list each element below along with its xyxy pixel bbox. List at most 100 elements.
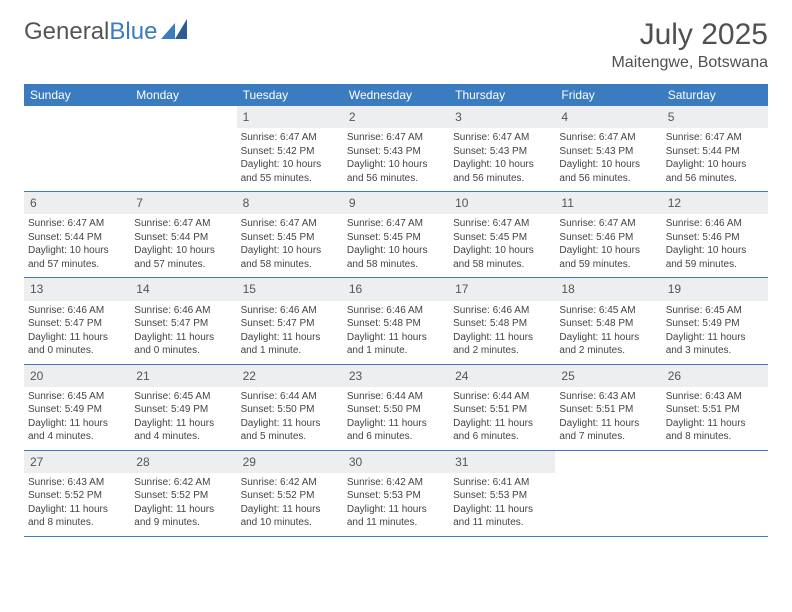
sunrise-line: Sunrise: 6:45 AM	[559, 304, 657, 318]
day-empty: .	[662, 451, 768, 536]
sunset-line: Sunset: 5:47 PM	[134, 317, 232, 331]
daylight-line: Daylight: 11 hours and 0 minutes.	[134, 331, 232, 358]
sunrise-line: Sunrise: 6:42 AM	[347, 476, 445, 490]
day-number: 1	[237, 106, 343, 128]
day-cell: 19Sunrise: 6:45 AMSunset: 5:49 PMDayligh…	[662, 278, 768, 363]
day-cell: 2Sunrise: 6:47 AMSunset: 5:43 PMDaylight…	[343, 106, 449, 191]
sunrise-line: Sunrise: 6:44 AM	[347, 390, 445, 404]
sunrise-line: Sunrise: 6:43 AM	[28, 476, 126, 490]
dow-tuesday: Tuesday	[237, 84, 343, 106]
week-row: 13Sunrise: 6:46 AMSunset: 5:47 PMDayligh…	[24, 278, 768, 364]
day-cell: 11Sunrise: 6:47 AMSunset: 5:46 PMDayligh…	[555, 192, 661, 277]
day-number: 21	[130, 365, 236, 387]
day-number: 18	[555, 278, 661, 300]
sunrise-line: Sunrise: 6:46 AM	[28, 304, 126, 318]
day-info: Sunrise: 6:42 AMSunset: 5:52 PMDaylight:…	[237, 476, 343, 530]
day-cell: 8Sunrise: 6:47 AMSunset: 5:45 PMDaylight…	[237, 192, 343, 277]
day-info: Sunrise: 6:47 AMSunset: 5:44 PMDaylight:…	[130, 217, 236, 271]
sunset-line: Sunset: 5:52 PM	[28, 489, 126, 503]
sunrise-line: Sunrise: 6:47 AM	[347, 217, 445, 231]
day-number: 2	[343, 106, 449, 128]
day-cell: 3Sunrise: 6:47 AMSunset: 5:43 PMDaylight…	[449, 106, 555, 191]
dow-wednesday: Wednesday	[343, 84, 449, 106]
day-cell: 5Sunrise: 6:47 AMSunset: 5:44 PMDaylight…	[662, 106, 768, 191]
day-info: Sunrise: 6:46 AMSunset: 5:47 PMDaylight:…	[24, 304, 130, 358]
sunrise-line: Sunrise: 6:47 AM	[241, 131, 339, 145]
sunset-line: Sunset: 5:45 PM	[241, 231, 339, 245]
day-cell: 30 Sunrise: 6:42 AMSunset: 5:53 PMDayligh…	[343, 451, 449, 536]
location: Maitengwe, Botswana	[611, 54, 768, 72]
sunrise-line: Sunrise: 6:46 AM	[134, 304, 232, 318]
day-cell: 18Sunrise: 6:45 AMSunset: 5:48 PMDayligh…	[555, 278, 661, 363]
daylight-line: Daylight: 10 hours and 59 minutes.	[666, 244, 764, 271]
sunrise-line: Sunrise: 6:47 AM	[241, 217, 339, 231]
sunrise-line: Sunrise: 6:46 AM	[241, 304, 339, 318]
week-row: 6Sunrise: 6:47 AMSunset: 5:44 PMDaylight…	[24, 192, 768, 278]
sunrise-line: Sunrise: 6:43 AM	[559, 390, 657, 404]
logo-mark-icon	[161, 18, 189, 46]
sunrise-line: Sunrise: 6:47 AM	[453, 131, 551, 145]
day-number: 10	[449, 192, 555, 214]
weeks-container: .. 1 Sunrise: 6:47 AMSunset: 5:42 PMDaylig…	[24, 106, 768, 537]
sunrise-line: Sunrise: 6:47 AM	[134, 217, 232, 231]
day-info: Sunrise: 6:43 AMSunset: 5:52 PMDaylight:…	[24, 476, 130, 530]
title-block: July 2025 Maitengwe, Botswana	[611, 18, 768, 72]
daylight-line: Daylight: 11 hours and 10 minutes.	[241, 503, 339, 530]
sunset-line: Sunset: 5:52 PM	[134, 489, 232, 503]
daylight-line: Daylight: 11 hours and 8 minutes.	[28, 503, 126, 530]
day-number: 11	[555, 192, 661, 214]
daylight-line: Daylight: 10 hours and 57 minutes.	[134, 244, 232, 271]
day-info: Sunrise: 6:47 AMSunset: 5:42 PMDaylight:…	[237, 131, 343, 185]
dow-row: SundayMondayTuesdayWednesdayThursdayFrid…	[24, 84, 768, 106]
daylight-line: Daylight: 11 hours and 6 minutes.	[347, 417, 445, 444]
sunset-line: Sunset: 5:48 PM	[453, 317, 551, 331]
day-info: Sunrise: 6:45 AMSunset: 5:49 PMDaylight:…	[662, 304, 768, 358]
sunrise-line: Sunrise: 6:42 AM	[241, 476, 339, 490]
daylight-line: Daylight: 11 hours and 9 minutes.	[134, 503, 232, 530]
day-info: Sunrise: 6:42 AMSunset: 5:53 PMDaylight:…	[343, 476, 449, 530]
day-cell: 17Sunrise: 6:46 AMSunset: 5:48 PMDayligh…	[449, 278, 555, 363]
day-number: 6	[24, 192, 130, 214]
day-info: Sunrise: 6:44 AMSunset: 5:50 PMDaylight:…	[343, 390, 449, 444]
sunrise-line: Sunrise: 6:44 AM	[453, 390, 551, 404]
daylight-line: Daylight: 10 hours and 55 minutes.	[241, 158, 339, 185]
day-number: 27	[24, 451, 130, 473]
day-cell: 28Sunrise: 6:42 AMSunset: 5:52 PMDayligh…	[130, 451, 236, 536]
day-cell: 24 Sunrise: 6:44 AMSunset: 5:51 PMDayligh…	[449, 365, 555, 450]
sunset-line: Sunset: 5:50 PM	[241, 403, 339, 417]
sunrise-line: Sunrise: 6:46 AM	[453, 304, 551, 318]
day-number: 30	[343, 451, 449, 473]
sunrise-line: Sunrise: 6:45 AM	[28, 390, 126, 404]
logo: GeneralBlue	[24, 18, 189, 46]
dow-saturday: Saturday	[662, 84, 768, 106]
day-info: Sunrise: 6:41 AMSunset: 5:53 PMDaylight:…	[449, 476, 555, 530]
day-number: 9	[343, 192, 449, 214]
sunrise-line: Sunrise: 6:47 AM	[666, 131, 764, 145]
day-number: 4	[555, 106, 661, 128]
daylight-line: Daylight: 11 hours and 2 minutes.	[559, 331, 657, 358]
sunset-line: Sunset: 5:51 PM	[559, 403, 657, 417]
day-cell: 15Sunrise: 6:46 AMSunset: 5:47 PMDayligh…	[237, 278, 343, 363]
day-number: 26	[662, 365, 768, 387]
day-cell: 4Sunrise: 6:47 AMSunset: 5:43 PMDaylight…	[555, 106, 661, 191]
day-info: Sunrise: 6:44 AMSunset: 5:51 PMDaylight:…	[449, 390, 555, 444]
day-cell: 25Sunrise: 6:43 AMSunset: 5:51 PMDayligh…	[555, 365, 661, 450]
sunrise-line: Sunrise: 6:47 AM	[28, 217, 126, 231]
daylight-line: Daylight: 10 hours and 59 minutes.	[559, 244, 657, 271]
day-cell: 9Sunrise: 6:47 AMSunset: 5:45 PMDaylight…	[343, 192, 449, 277]
dow-thursday: Thursday	[449, 84, 555, 106]
day-number: 24	[449, 365, 555, 387]
calendar: SundayMondayTuesdayWednesdayThursdayFrid…	[24, 84, 768, 537]
sunrise-line: Sunrise: 6:47 AM	[559, 131, 657, 145]
sunrise-line: Sunrise: 6:47 AM	[559, 217, 657, 231]
daylight-line: Daylight: 11 hours and 8 minutes.	[666, 417, 764, 444]
day-info: Sunrise: 6:43 AMSunset: 5:51 PMDaylight:…	[555, 390, 661, 444]
week-row: 27Sunrise: 6:43 AMSunset: 5:52 PMDayligh…	[24, 451, 768, 537]
daylight-line: Daylight: 10 hours and 58 minutes.	[241, 244, 339, 271]
sunset-line: Sunset: 5:47 PM	[28, 317, 126, 331]
daylight-line: Daylight: 11 hours and 5 minutes.	[241, 417, 339, 444]
day-info: Sunrise: 6:46 AMSunset: 5:48 PMDaylight:…	[343, 304, 449, 358]
day-cell: 6Sunrise: 6:47 AMSunset: 5:44 PMDaylight…	[24, 192, 130, 277]
day-empty: .	[555, 451, 661, 536]
day-number: 3	[449, 106, 555, 128]
